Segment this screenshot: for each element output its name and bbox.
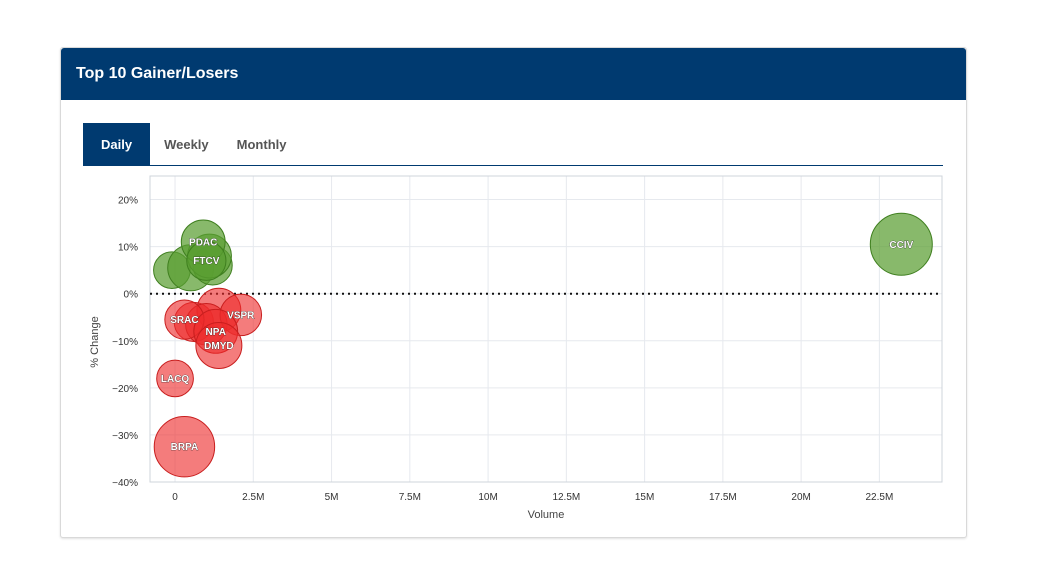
bubble-label-lacq: LACQ bbox=[161, 374, 190, 385]
bubble-label-srac: SRAC bbox=[170, 315, 198, 326]
y-tick-label: −10% bbox=[112, 337, 138, 348]
bubble-label-dmyd: DMYD bbox=[204, 341, 233, 352]
y-tick-label: 20% bbox=[118, 196, 138, 207]
x-tick-label: 20M bbox=[791, 492, 810, 503]
card-title: Top 10 Gainer/Losers bbox=[76, 65, 239, 82]
bubble-label-vspr: VSPR bbox=[227, 310, 255, 321]
tabs-underline bbox=[83, 165, 943, 166]
tab-daily[interactable]: Daily bbox=[83, 123, 151, 165]
bubble-dmyd bbox=[195, 321, 243, 369]
y-tick-label: −30% bbox=[112, 431, 138, 442]
bubble-label-brpa: BRPA bbox=[171, 442, 199, 453]
y-axis-title: % Change bbox=[89, 316, 101, 367]
tab-daily-label: Daily bbox=[101, 136, 133, 152]
x-tick-label: 10M bbox=[478, 492, 497, 503]
x-tick-label: 7.5M bbox=[399, 492, 421, 503]
card-header: Top 10 Gainer/Losers bbox=[61, 48, 966, 100]
tab-weekly-label: Weekly bbox=[164, 136, 209, 152]
x-tick-label: 5M bbox=[325, 492, 339, 503]
x-axis-title: Volume bbox=[528, 509, 565, 521]
bubble-label-ftcv: FTCV bbox=[193, 256, 219, 267]
bubble-label-cciv: CCIV bbox=[889, 240, 913, 251]
bubble-brpa bbox=[153, 415, 216, 478]
period-tabs: Daily Weekly Monthly bbox=[83, 123, 300, 165]
bubble-label-pdac: PDAC bbox=[189, 237, 217, 248]
x-tick-label: 12.5M bbox=[552, 492, 580, 503]
y-tick-labels: 20% 10% 0% −10% −20% −30% −40% bbox=[112, 196, 138, 489]
y-tick-label: −20% bbox=[112, 384, 138, 395]
grid-lines bbox=[150, 176, 942, 483]
bubble-lacq bbox=[156, 359, 194, 398]
x-tick-label: 2.5M bbox=[242, 492, 264, 503]
tab-weekly[interactable]: Weekly bbox=[150, 123, 223, 165]
tab-monthly-label: Monthly bbox=[236, 136, 287, 152]
y-tick-label: 10% bbox=[118, 243, 138, 254]
bubble-label-npa: NPA bbox=[206, 327, 226, 338]
x-tick-label: 0 bbox=[172, 492, 178, 503]
bubble-cciv bbox=[869, 212, 933, 276]
x-tick-label: 22.5M bbox=[865, 492, 893, 503]
x-tick-labels: 0 2.5M 5M 7.5M 10M 12.5M 15M 17.5M 20M 22.5M bbox=[172, 492, 893, 503]
x-tick-label: 17.5M bbox=[709, 492, 737, 503]
tab-monthly[interactable]: Monthly bbox=[223, 123, 301, 165]
bubble-ftcv bbox=[186, 240, 227, 281]
y-tick-label: 0% bbox=[124, 290, 139, 301]
x-tick-label: 15M bbox=[635, 492, 654, 503]
bubbles bbox=[153, 212, 933, 478]
y-tick-label: −40% bbox=[112, 478, 138, 489]
plot-frame bbox=[149, 175, 943, 483]
